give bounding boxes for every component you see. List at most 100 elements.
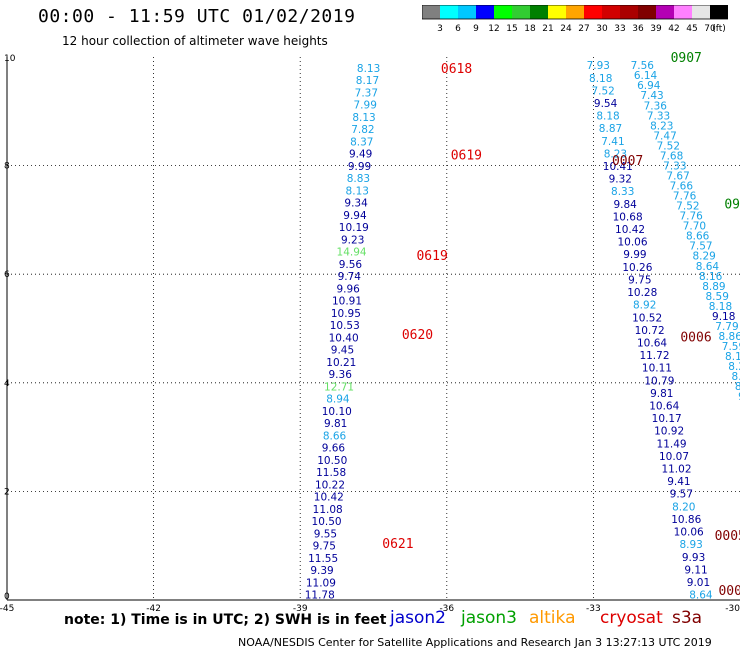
wave-height-value: 10.26	[622, 262, 652, 274]
wave-height-value: 9.11	[684, 564, 707, 576]
wave-height-value: 10.28	[627, 287, 657, 299]
legend-swatch	[656, 5, 675, 19]
legend-label: 18	[524, 24, 536, 34]
wave-height-value: 9.45	[331, 345, 354, 357]
grid	[7, 57, 740, 600]
wave-height-value: 7.57	[689, 241, 712, 253]
wave-height-value: 11.02	[661, 464, 691, 476]
x-tick-label: -33	[586, 604, 601, 614]
wave-height-value: 10.92	[654, 426, 684, 438]
wave-height-value: 11.72	[639, 350, 669, 362]
wave-height-value: 10.41	[603, 161, 633, 173]
pass-time-label: 0005	[715, 529, 740, 544]
wave-height-value: 9.49	[349, 149, 372, 161]
satellite-jason2: jason2	[390, 608, 446, 628]
wave-height-value: 10.11	[642, 363, 672, 375]
wave-height-value: 8.64	[696, 261, 720, 273]
wave-height-value: 9.96	[336, 283, 360, 295]
legend-swatch	[548, 5, 567, 19]
y-tick-label: 6	[4, 270, 10, 280]
pass-time-label: 0907	[671, 51, 702, 66]
pass-time-label: 0618	[441, 62, 472, 77]
wave-height-value: 9.94	[343, 210, 367, 222]
pass-time-label: 0619	[451, 149, 482, 164]
x-tick-label: -30	[725, 604, 740, 614]
wave-height-value: 11.58	[316, 467, 346, 479]
pass-time-label: 0620	[402, 328, 433, 343]
legend-swatch	[674, 5, 693, 19]
wave-height-value: 9.74	[338, 271, 362, 283]
wave-height-value: 7.76	[679, 211, 703, 223]
legend-swatch	[638, 5, 657, 19]
legend-swatch	[566, 5, 585, 19]
legend-swatch	[458, 5, 477, 19]
legend-label: 27	[578, 24, 589, 34]
wave-height-value: 7.93	[587, 60, 610, 72]
wave-height-value: 8.13	[352, 112, 375, 124]
legend-swatch	[584, 5, 603, 19]
wave-height-value: 9.81	[650, 388, 673, 400]
legend-label: 24	[560, 24, 572, 34]
wave-height-value: 8.37	[350, 136, 373, 148]
legend-label: 15	[506, 24, 517, 34]
wave-height-value: 7.43	[640, 90, 663, 102]
legend-swatch	[476, 5, 495, 19]
legend-label: 12	[488, 24, 499, 34]
wave-height-value: 7.79	[715, 321, 738, 333]
wave-height-value: 10.10	[322, 406, 352, 418]
wave-height-value: 9.66	[322, 443, 346, 455]
color-scale-legend: 3 6 9 12 15 18 21 24 27 30 33 36 39 42 45 70(ft)	[422, 5, 728, 34]
wave-height-value: 8.23	[604, 148, 627, 160]
wave-height-value: 6.14	[634, 70, 658, 82]
legend-swatch	[422, 5, 441, 19]
wave-height-value: 8.18	[709, 301, 732, 313]
pass-time-label: 0619	[416, 249, 447, 264]
wave-height-value: 10.19	[339, 222, 369, 234]
wave-height-value: 7.82	[351, 124, 374, 136]
wave-height-value: 8.83	[347, 173, 370, 185]
wave-height-value: 7.37	[355, 87, 378, 99]
wave-height-value: 8.66	[686, 231, 710, 243]
x-tick-label: -42	[146, 604, 161, 614]
wave-height-value: 9.36	[329, 369, 353, 381]
wave-height-value: 9.18	[712, 311, 735, 323]
wave-height-value: 7.68	[660, 150, 683, 162]
y-tick-label: 0	[4, 592, 10, 602]
satellite-cryosat: cryosat	[600, 608, 663, 628]
wave-height-value: 10.06	[674, 527, 704, 539]
legend-swatch	[710, 5, 728, 19]
x-tick-label: -36	[439, 604, 454, 614]
wave-height-value: 7.41	[601, 136, 624, 148]
wave-height-value: 7.66	[670, 181, 694, 193]
wave-height-value: 7.70	[683, 221, 706, 233]
wave-height-value: 9.81	[324, 418, 347, 430]
wave-height-value: 11.55	[308, 553, 338, 565]
wave-height-value: 8.16	[699, 271, 723, 283]
satellite-altika: altika	[529, 608, 576, 628]
wave-height-value: 10.21	[326, 357, 356, 369]
wave-height-value: 8.17	[356, 75, 379, 87]
wave-height-value: 10.50	[317, 455, 347, 467]
wave-height-value: 11.49	[657, 438, 687, 450]
wave-height-value: 10.91	[332, 296, 362, 308]
wave-height-value: 10.52	[632, 312, 662, 324]
legend-swatch	[602, 5, 621, 19]
legend-label: 42	[668, 24, 679, 34]
wave-height-value: 8.89	[702, 281, 725, 293]
pass-time-label: 0007	[612, 154, 643, 169]
wave-height-value: 10.95	[331, 308, 361, 320]
wave-height-value: 8.13	[346, 185, 369, 197]
wave-height-value: 8.93	[679, 539, 702, 551]
legend-label: 3	[437, 24, 443, 34]
y-tick-label: 8	[4, 162, 10, 172]
legend-swatch	[620, 5, 639, 19]
wave-height-value: 11.78	[305, 590, 335, 602]
legend-swatch	[512, 5, 531, 19]
wave-height-value: 10.86	[671, 514, 701, 526]
wave-height-value: 10.79	[644, 375, 674, 387]
wave-height-value: 7.33	[647, 110, 670, 122]
wave-height-value: 8.92	[633, 300, 656, 312]
satellite-jason3: jason3	[461, 608, 517, 628]
wave-height-value: 11.09	[306, 577, 336, 589]
y-tick-label: 2	[4, 487, 10, 497]
